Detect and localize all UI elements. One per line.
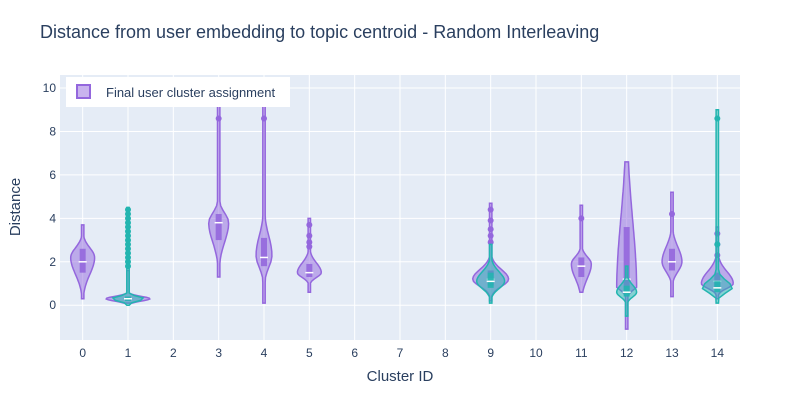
violin-outlier-point: [487, 226, 494, 233]
x-tick-label: 4: [261, 346, 268, 360]
x-tick-label: 11: [575, 346, 588, 360]
violin-outlier-point: [125, 263, 131, 270]
legend-label: Final user cluster assignment: [106, 85, 275, 100]
legend[interactable]: Final user cluster assignment: [66, 77, 290, 107]
violin-outlier-point: [306, 243, 313, 250]
violin-outlier-point: [669, 211, 675, 218]
violin-outlier-point: [125, 219, 131, 226]
violins: [69, 95, 734, 330]
legend-background: [66, 77, 290, 107]
violin-teal-cluster-9: [475, 243, 506, 304]
violin-outlier-point: [125, 237, 131, 244]
violin-body: [570, 204, 593, 293]
x-tick-label: 6: [351, 346, 358, 360]
x-tick-label: 14: [711, 346, 725, 360]
x-tick-label: 0: [79, 346, 86, 360]
violin-body: [296, 217, 323, 293]
violin-outlier-point: [125, 228, 131, 235]
y-axis-ticks: 0 2 4 6 8 10: [43, 81, 57, 312]
violin-outlier-point: [306, 239, 313, 246]
violin-outlier-point: [125, 211, 131, 218]
violin-outlier-point: [125, 250, 131, 257]
x-tick-label: 3: [215, 346, 222, 360]
violin-outlier-point: [306, 221, 313, 228]
violin-teal-cluster-14: [701, 109, 734, 304]
violin-purple-cluster-11: [570, 204, 593, 293]
violin-box: [79, 248, 86, 273]
violin-box: [487, 272, 494, 288]
x-tick-label: 13: [665, 346, 679, 360]
y-tick-label: 6: [49, 168, 56, 182]
violin-outlier-point: [578, 215, 585, 222]
violin-purple-cluster-5: [296, 217, 323, 293]
violin-box: [578, 257, 585, 278]
violin-box: [623, 285, 630, 297]
y-axis-label: Distance: [7, 178, 24, 236]
legend-swatch: [76, 84, 91, 99]
x-tick-label: 8: [442, 346, 449, 360]
y-tick-label: 10: [43, 81, 57, 95]
x-tick-label: 12: [620, 346, 634, 360]
violin-purple-cluster-0: [69, 224, 96, 300]
y-tick-label: 0: [49, 298, 56, 312]
x-axis-label: Cluster ID: [367, 368, 434, 385]
violin-outlier-point: [125, 215, 131, 222]
x-tick-label: 7: [397, 346, 404, 360]
violin-teal-cluster-1: [111, 206, 145, 306]
violin-box: [215, 214, 222, 241]
violin-outlier-point: [306, 232, 313, 239]
series-teal: [111, 109, 734, 317]
violin-box: [714, 281, 721, 293]
x-tick-label: 10: [529, 346, 543, 360]
chart-title: Distance from user embedding to topic ce…: [40, 22, 599, 42]
violin-outlier-point: [714, 115, 721, 122]
violin-outlier-point: [125, 241, 131, 248]
violin-box: [623, 227, 630, 291]
violin-outlier-point: [125, 206, 131, 213]
violin-box: [306, 263, 313, 278]
y-tick-label: 2: [49, 255, 56, 269]
violin-teal-cluster-12: [615, 265, 638, 317]
violin-purple-cluster-13: [661, 191, 683, 298]
violin-box: [669, 248, 675, 271]
violin-outlier-point: [261, 115, 267, 122]
y-tick-label: 4: [49, 211, 56, 225]
violin-outlier-point: [487, 217, 494, 224]
violin-box: [261, 237, 267, 267]
violin-outlier-point: [714, 241, 721, 248]
x-tick-label: 2: [170, 346, 177, 360]
violin-outlier-point: [125, 245, 131, 252]
violin-outlier-point: [487, 206, 494, 213]
violin-outlier-point: [125, 224, 131, 231]
violin-outlier-point: [125, 254, 131, 261]
x-axis-ticks: 0 1 2 3 4 5 6 7 8 9 10 11 12 13 14: [79, 346, 724, 360]
violin-outlier-point: [125, 232, 131, 239]
violin-body: [661, 191, 683, 298]
x-tick-label: 5: [306, 346, 313, 360]
violin-outlier-point: [215, 115, 222, 122]
violin-outlier-point: [125, 258, 131, 265]
violin-outlier-point: [487, 232, 494, 239]
y-tick-label: 8: [49, 124, 56, 138]
x-tick-label: 9: [487, 346, 494, 360]
x-tick-label: 1: [125, 346, 132, 360]
